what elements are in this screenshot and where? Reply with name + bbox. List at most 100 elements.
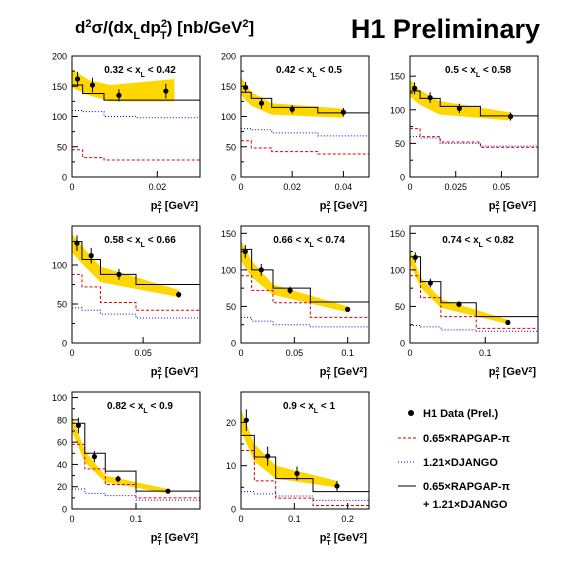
plot-area bbox=[410, 79, 538, 148]
legend-rapgap-label: 0.65×RAPGAP-π bbox=[423, 433, 511, 445]
data-point bbox=[89, 82, 96, 88]
figure-ylabel: d2σ/(dxLdp2 T) [nb/GeV2] bbox=[75, 18, 254, 42]
data-point bbox=[116, 92, 122, 98]
panel-xl-label: 0.9 < xL < 1 bbox=[283, 401, 336, 415]
data-point bbox=[412, 254, 418, 261]
y-tick-label: 150 bbox=[52, 82, 67, 92]
uncertainty-band bbox=[72, 415, 168, 494]
data-point bbox=[287, 287, 293, 293]
x-tick-label: 0.05 bbox=[286, 348, 304, 358]
panel-xl-label: 0.58 < xL < 0.66 bbox=[104, 235, 176, 249]
data-point bbox=[91, 454, 97, 460]
x-tick-label: 0.1 bbox=[288, 514, 301, 524]
panel-5: 0 50 100 150 0 0.05 0.1 0.66 < xL < 0.74 p2 T [Ge… bbox=[221, 225, 370, 381]
y-tick-label: 50 bbox=[57, 300, 67, 310]
y-tick-label: 40 bbox=[57, 460, 67, 470]
y-tick-label: 150 bbox=[390, 229, 405, 239]
y-tick-label: 80 bbox=[57, 415, 67, 425]
django-histogram bbox=[241, 316, 369, 328]
panel-3: 0 50 100 150 0 0.025 0.05 0.5 < xL < 0.58 p2 T [G… bbox=[390, 55, 539, 215]
data-point bbox=[243, 417, 249, 423]
y-tick-label: 150 bbox=[221, 229, 236, 239]
sum-histogram bbox=[72, 84, 200, 101]
y-tick-label: 10 bbox=[226, 461, 236, 471]
x-tick-label: 0.05 bbox=[493, 182, 511, 192]
y-tick-label: 60 bbox=[57, 438, 67, 448]
data-point bbox=[340, 109, 346, 115]
django-histogram bbox=[241, 128, 369, 137]
x-tick-label: 0 bbox=[69, 514, 74, 524]
legend: H1 Data (Prel.) 0.65×RAPGAP-π 1.21×DJANG… bbox=[398, 408, 511, 511]
plot-area bbox=[410, 249, 538, 332]
y-tick-label: 100 bbox=[390, 265, 405, 275]
y-tick-label: 200 bbox=[52, 52, 67, 62]
x-axis-title: p2 T [GeV2] bbox=[151, 366, 199, 381]
panel-xl-label: 0.32 < xL < 0.42 bbox=[104, 65, 176, 79]
plot-area bbox=[241, 77, 369, 155]
data-point bbox=[258, 100, 265, 106]
data-point bbox=[456, 301, 462, 307]
data-point bbox=[294, 470, 300, 477]
y-tick-label: 50 bbox=[395, 302, 405, 312]
y-tick-label: 100 bbox=[390, 105, 405, 115]
legend-data-label: H1 Data (Prel.) bbox=[423, 408, 499, 420]
y-tick-label: 100 bbox=[52, 112, 67, 122]
collaboration-title: H1 Preliminary bbox=[351, 14, 540, 44]
data-point bbox=[505, 319, 511, 326]
legend-sum-label-2: + 1.21×DJANGO bbox=[423, 499, 508, 511]
panel-xl-label: 0.74 < xL < 0.82 bbox=[442, 235, 514, 249]
uncertainty-band bbox=[410, 249, 508, 324]
data-point bbox=[163, 88, 169, 94]
x-tick-label: 0.1 bbox=[479, 348, 492, 358]
x-tick-label: 0.2 bbox=[341, 514, 354, 524]
y-tick-label: 100 bbox=[221, 112, 236, 122]
django-histogram bbox=[410, 324, 538, 332]
sum-histogram bbox=[241, 91, 369, 114]
x-tick-label: 0 bbox=[69, 348, 74, 358]
y-tick-label: 50 bbox=[226, 302, 236, 312]
django-histogram bbox=[241, 491, 369, 501]
x-tick-label: 0 bbox=[238, 182, 243, 192]
panel-1: 0 50 100 150 200 0 0.02 0.32 < xL < 0.42 p2 T [Ge… bbox=[52, 52, 201, 215]
django-histogram bbox=[72, 109, 200, 119]
y-tick-label: 150 bbox=[390, 72, 405, 82]
y-tick-label: 0 bbox=[62, 339, 67, 349]
sum-histogram bbox=[410, 90, 538, 117]
x-tick-label: 0 bbox=[407, 348, 412, 358]
sum-histogram bbox=[72, 241, 200, 285]
data-point bbox=[411, 85, 418, 91]
y-tick-label: 100 bbox=[221, 265, 236, 275]
data-point bbox=[258, 267, 264, 273]
y-tick-label: 20 bbox=[226, 418, 236, 428]
y-tick-label: 50 bbox=[57, 142, 67, 152]
data-point bbox=[115, 476, 121, 482]
x-tick-label: 0.1 bbox=[341, 348, 354, 358]
uncertainty-band bbox=[241, 240, 348, 313]
x-tick-label: 0.02 bbox=[149, 182, 167, 192]
sum-histogram bbox=[72, 422, 200, 492]
panel-xl-label: 0.42 < xL < 0.5 bbox=[276, 65, 342, 79]
data-point bbox=[74, 240, 80, 246]
panel-7: 0 20 40 60 80 100 0 0.1 0.82 < xL < 0.9 p2 T [GeV2… bbox=[52, 391, 201, 547]
x-axis-title: p2 T [GeV2] bbox=[320, 200, 368, 215]
rapgap-histogram bbox=[241, 275, 369, 318]
data-point bbox=[165, 488, 171, 494]
uncertainty-band bbox=[72, 233, 179, 297]
x-tick-label: 0.02 bbox=[283, 182, 301, 192]
panel-xl-label: 0.66 < xL < 0.74 bbox=[273, 235, 345, 249]
y-tick-label: 0 bbox=[231, 505, 236, 515]
y-tick-label: 0 bbox=[231, 173, 236, 183]
panel-xl-label: 0.82 < xL < 0.9 bbox=[107, 401, 173, 415]
plot-area bbox=[72, 69, 200, 161]
panel-6: 0 50 100 150 0 0.1 0.74 < xL < 0.82 p2 T [GeV2] bbox=[390, 225, 539, 381]
x-axis-title: p2 T [GeV2] bbox=[151, 532, 199, 547]
data-point bbox=[176, 292, 182, 298]
rapgap-histogram bbox=[410, 128, 538, 148]
y-tick-label: 0 bbox=[400, 173, 405, 183]
rapgap-histogram bbox=[410, 275, 538, 329]
panel-frame bbox=[240, 391, 370, 510]
data-point bbox=[456, 105, 462, 112]
x-axis-title: p2 T [GeV2] bbox=[320, 366, 368, 381]
rapgap-histogram bbox=[241, 450, 369, 507]
x-tick-label: 0.05 bbox=[134, 348, 152, 358]
